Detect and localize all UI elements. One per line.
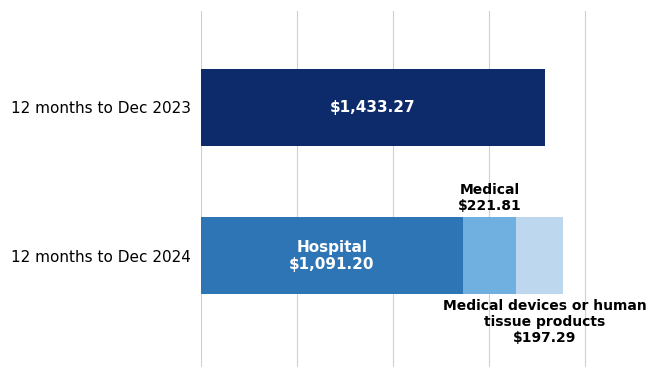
Bar <box>201 217 463 294</box>
Bar <box>201 69 545 146</box>
Text: Hospital
$1,091.20: Hospital $1,091.20 <box>289 240 375 272</box>
Text: Medical devices or human
tissue products
$197.29: Medical devices or human tissue products… <box>443 299 647 345</box>
Bar <box>516 217 563 294</box>
Text: Medical
$221.81: Medical $221.81 <box>458 183 521 213</box>
Bar <box>463 217 516 294</box>
Text: $1,433.27: $1,433.27 <box>330 100 415 115</box>
